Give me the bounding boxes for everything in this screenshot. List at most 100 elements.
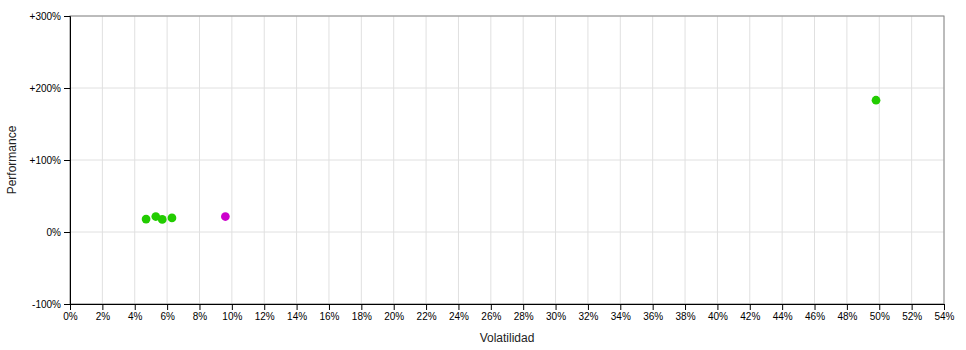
y-tick-label: +200%	[30, 83, 62, 94]
x-tick: 0%	[63, 304, 78, 322]
x-tick: 2%	[96, 304, 111, 322]
x-tick-label: 28%	[514, 311, 534, 322]
x-tick-label: 32%	[578, 311, 598, 322]
x-tick-mark	[458, 304, 459, 310]
x-tick: 20%	[384, 304, 404, 322]
x-tick: 28%	[514, 304, 534, 322]
x-tick-label: 22%	[417, 311, 437, 322]
x-tick-label: 30%	[546, 311, 566, 322]
y-tick-mark	[64, 304, 70, 305]
x-tick: 38%	[676, 304, 696, 322]
x-tick-mark	[750, 304, 751, 310]
x-tick-mark	[653, 304, 654, 310]
x-tick-mark	[264, 304, 265, 310]
x-tick-mark	[620, 304, 621, 310]
x-tick: 36%	[643, 304, 663, 322]
x-tick-label: 46%	[805, 311, 825, 322]
x-tick-mark	[297, 304, 298, 310]
x-tick-label: 38%	[676, 311, 696, 322]
x-tick-mark	[361, 304, 362, 310]
grid	[70, 16, 944, 304]
x-tick-label: 20%	[384, 311, 404, 322]
y-tick-label: +300%	[30, 11, 62, 22]
x-tick-label: 34%	[611, 311, 631, 322]
x-tick-label: 10%	[222, 311, 242, 322]
x-tick: 54%	[934, 304, 954, 322]
chart: 0% 2% 4% 6% 8% 10% 12% 14% 16% 18% 20% 22% 24% 26% 28%…	[0, 0, 966, 350]
x-tick-mark	[588, 304, 589, 310]
x-tick: 52%	[902, 304, 922, 322]
x-tick-mark	[782, 304, 783, 310]
x-tick: 48%	[837, 304, 857, 322]
x-tick: 42%	[740, 304, 760, 322]
y-tick: -100%	[32, 299, 70, 310]
x-tick: 10%	[222, 304, 242, 322]
y-tick: +300%	[30, 11, 70, 22]
x-axis: 0% 2% 4% 6% 8% 10% 12% 14% 16% 18% 20% 22% 24% 26% 28%…	[63, 304, 954, 322]
y-axis-title: Performance	[5, 125, 19, 194]
x-tick-label: 50%	[870, 311, 890, 322]
y-tick-mark	[64, 160, 70, 161]
y-tick-label: 0%	[47, 227, 62, 238]
points	[142, 96, 881, 224]
x-tick-label: 52%	[902, 311, 922, 322]
x-tick: 34%	[611, 304, 631, 322]
grid-line-y	[70, 232, 944, 233]
grid-line-y	[70, 88, 944, 89]
x-tick-label: 14%	[287, 311, 307, 322]
x-tick: 8%	[193, 304, 208, 322]
x-tick: 32%	[578, 304, 598, 322]
plot-frame	[70, 16, 944, 304]
x-tick: 24%	[449, 304, 469, 322]
x-tick-label: 40%	[708, 311, 728, 322]
x-tick-mark	[491, 304, 492, 310]
grid-line-y	[70, 160, 944, 161]
x-tick-mark	[232, 304, 233, 310]
x-axis-line	[71, 305, 945, 311]
x-tick-label: 44%	[773, 311, 793, 322]
y-tick-mark	[64, 16, 70, 17]
x-tick: 6%	[160, 304, 175, 322]
x-tick-label: 6%	[160, 311, 175, 322]
x-tick: 22%	[417, 304, 437, 322]
x-tick-mark	[717, 304, 718, 310]
x-tick: 50%	[870, 304, 890, 322]
x-tick-label: 54%	[934, 311, 954, 322]
x-tick-label: 42%	[740, 311, 760, 322]
y-tick: 0%	[47, 227, 70, 238]
x-tick-mark	[426, 304, 427, 310]
x-tick-mark	[685, 304, 686, 310]
x-tick-label: 18%	[352, 311, 372, 322]
x-tick-mark	[944, 304, 945, 310]
x-tick-mark	[847, 304, 848, 310]
x-tick-mark	[815, 304, 816, 310]
x-tick: 26%	[481, 304, 501, 322]
x-tick: 12%	[255, 304, 275, 322]
x-tick-mark	[394, 304, 395, 310]
point	[142, 215, 151, 224]
x-tick: 4%	[128, 304, 143, 322]
x-tick-mark	[135, 304, 136, 310]
x-tick-label: 24%	[449, 311, 469, 322]
x-tick: 30%	[546, 304, 566, 322]
y-tick: +200%	[30, 83, 70, 94]
x-tick: 40%	[708, 304, 728, 322]
x-tick: 14%	[287, 304, 307, 322]
x-tick-mark	[199, 304, 200, 310]
y-axis: -100% 0% +100% +200% +300%	[30, 11, 71, 310]
y-axis-line	[64, 17, 71, 305]
x-tick-label: 26%	[481, 311, 501, 322]
x-tick-label: 4%	[128, 311, 143, 322]
point	[872, 96, 881, 105]
x-tick-mark	[523, 304, 524, 310]
x-tick-label: 16%	[319, 311, 339, 322]
x-tick-mark	[912, 304, 913, 310]
point	[221, 212, 230, 221]
y-tick-mark	[64, 88, 70, 89]
x-tick-mark	[102, 304, 103, 310]
y-tick-label: +100%	[30, 155, 62, 166]
x-tick-mark	[556, 304, 557, 310]
x-tick-label: 2%	[96, 311, 111, 322]
x-tick: 46%	[805, 304, 825, 322]
x-tick: 44%	[773, 304, 793, 322]
